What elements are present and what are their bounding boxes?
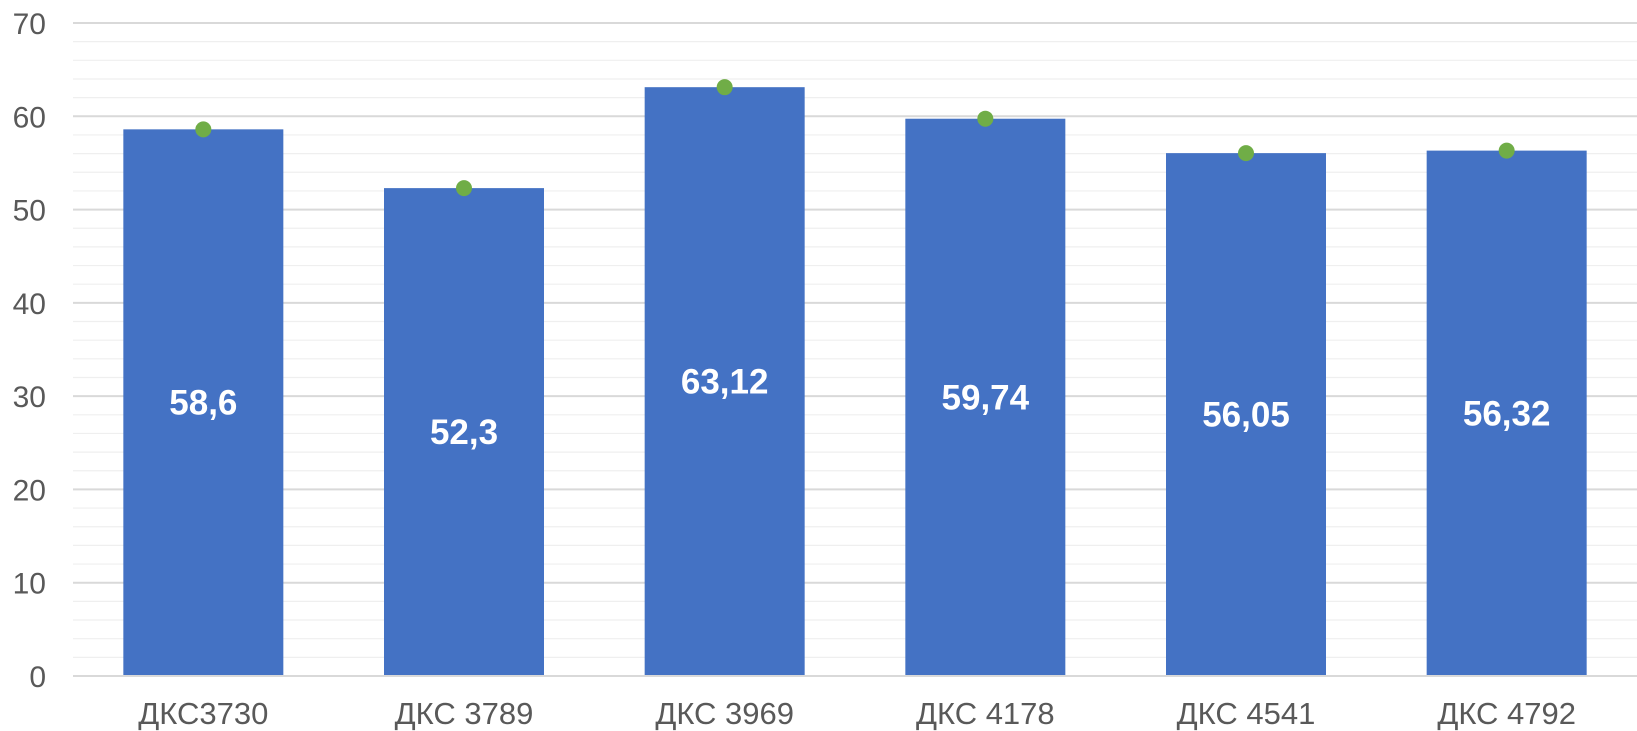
y-tick-label: 50 [13, 195, 46, 228]
bar-value-label: 52,3 [430, 413, 498, 452]
x-category-label: ДКС 3969 [655, 696, 794, 731]
y-tick-label: 20 [13, 474, 46, 507]
x-category-label: ДКС 4541 [1177, 696, 1316, 731]
y-tick-label: 0 [29, 661, 46, 694]
x-category-label: ДКС 4178 [916, 696, 1055, 731]
y-tick-label: 30 [13, 381, 46, 414]
bar-value-label: 63,12 [681, 363, 769, 402]
bar [1166, 153, 1326, 677]
bar-value-label: 56,32 [1463, 394, 1551, 433]
marker-point [1498, 142, 1515, 159]
bar-value-label: 58,6 [169, 384, 237, 423]
bar-value-label: 59,74 [942, 378, 1030, 417]
marker-point [716, 79, 733, 96]
x-axis-category-labels: ДКС3730 ДКС 3789 ДКС 3969 ДКС 4178 ДКС 4541 Д… [138, 696, 1576, 731]
bars [123, 87, 1587, 677]
bar [123, 129, 284, 677]
y-tick-label: 40 [13, 288, 46, 321]
x-category-label: ДКС 3789 [395, 696, 534, 731]
marker-point [977, 110, 994, 127]
data-labels: 58,6 52,3 63,12 59,74 56,05 56,32 [169, 363, 1550, 452]
y-tick-label: 70 [13, 8, 46, 41]
y-tick-label: 60 [13, 101, 46, 134]
marker-point [195, 121, 212, 138]
bar [384, 188, 544, 676]
grid-lines [73, 22, 1637, 677]
marker-point [1238, 145, 1254, 162]
bar [905, 118, 1066, 677]
y-tick-label: 10 [13, 568, 46, 601]
x-category-label: ДКС3730 [138, 696, 268, 731]
bar [1426, 150, 1587, 676]
x-category-label: ДКС 4792 [1437, 696, 1576, 731]
bar-value-label: 56,05 [1202, 396, 1290, 435]
markers [195, 79, 1515, 197]
marker-point [456, 180, 472, 197]
bar [644, 87, 805, 677]
y-axis-tick-labels: 0 10 20 30 40 50 60 70 [13, 8, 46, 694]
